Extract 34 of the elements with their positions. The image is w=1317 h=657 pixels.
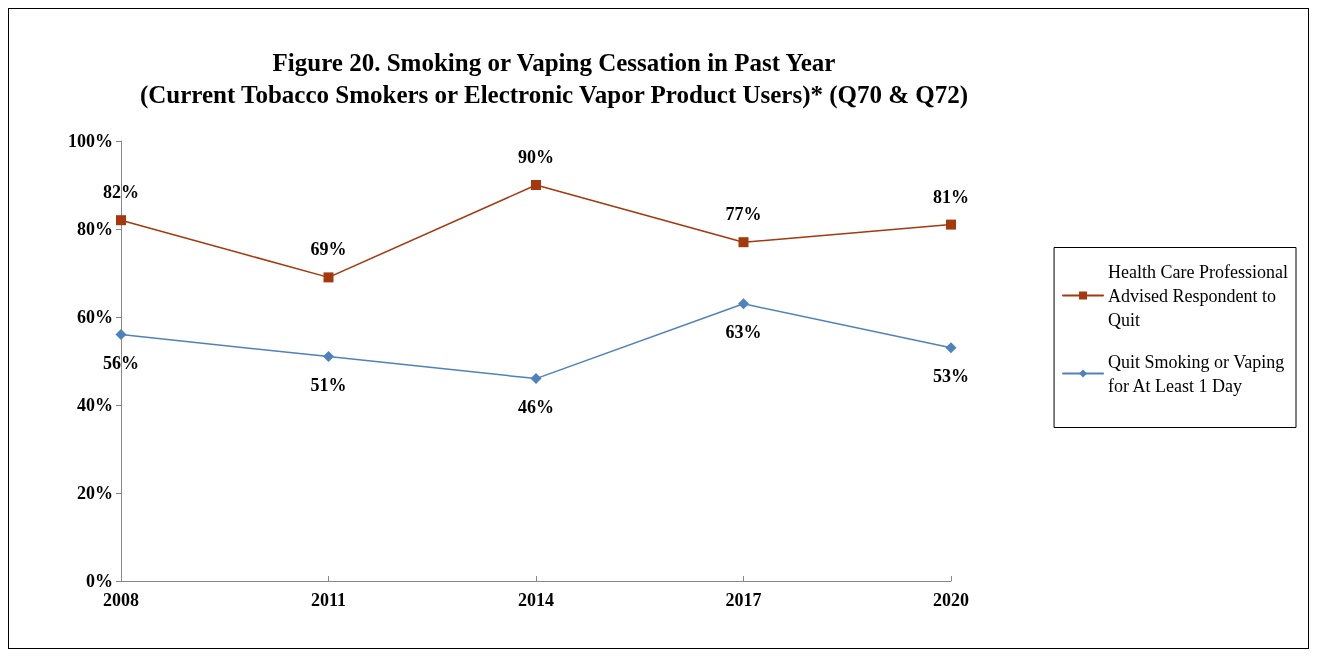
point	[738, 298, 749, 310]
data-label: 46%	[518, 397, 554, 418]
data-label: 81%	[933, 186, 969, 207]
data-label: 90%	[518, 147, 554, 167]
chart-title: Figure 20. Smoking or Vaping Cessation in Past Year (Current Tobacco Smokers or Electronic Vapor Product Users)* (Q70 & Q72)	[139, 48, 969, 109]
point	[945, 342, 957, 354]
data-label: 53%	[933, 366, 969, 387]
point	[531, 180, 541, 190]
legend-label: Quit Smoking or Vaping for At Least 1 Day	[1108, 351, 1285, 396]
data-label: 82%	[103, 182, 139, 203]
x-tick-label: 2008	[103, 590, 139, 610]
data-label: 63%	[725, 322, 762, 343]
point	[323, 351, 334, 363]
y-tick-label: 20%	[77, 483, 113, 503]
data-label: 56%	[103, 353, 139, 374]
y-tick-label: 60%	[77, 307, 113, 327]
data-label: 77%	[725, 204, 762, 225]
data-label: 69%	[310, 239, 347, 260]
y-tick-label: 0%	[86, 571, 113, 591]
y-tick-label: 80%	[77, 219, 113, 239]
point	[946, 219, 956, 230]
y-tick-label: 40%	[77, 395, 113, 415]
data-label: 51%	[310, 375, 347, 396]
point	[115, 329, 127, 341]
y-tick-label: 100%	[68, 131, 113, 151]
x-tick-label: 2020	[933, 590, 969, 610]
legend-label: Health Care Professional Advised Respondent to Quit	[1108, 261, 1289, 330]
point	[738, 237, 749, 248]
point	[530, 373, 542, 385]
x-tick-label: 2011	[310, 590, 347, 610]
x-tick-label: 2014	[518, 590, 554, 610]
x-tick-label: 2017	[725, 590, 762, 610]
point	[323, 272, 334, 283]
point	[116, 215, 126, 226]
